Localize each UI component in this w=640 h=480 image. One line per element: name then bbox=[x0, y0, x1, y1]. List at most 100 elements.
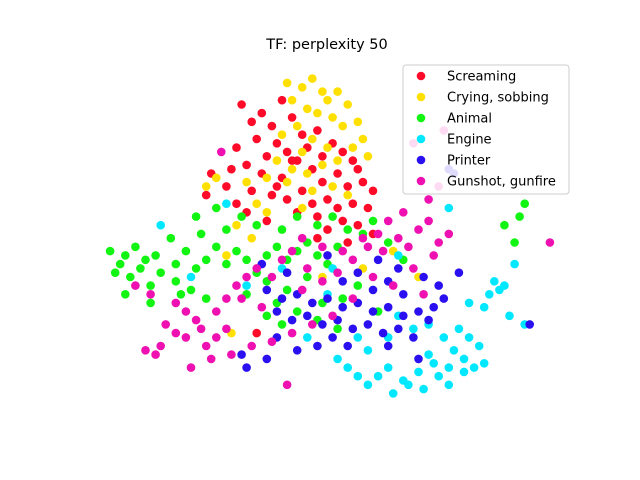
data-point bbox=[161, 320, 170, 329]
data-point bbox=[287, 113, 297, 122]
data-point bbox=[262, 208, 272, 217]
data-point bbox=[394, 324, 403, 334]
data-point bbox=[318, 320, 327, 329]
data-point bbox=[297, 130, 307, 139]
data-point bbox=[419, 384, 428, 394]
data-point bbox=[136, 264, 145, 273]
data-point bbox=[303, 311, 312, 321]
data-point bbox=[277, 95, 287, 105]
data-point bbox=[545, 238, 555, 247]
data-point bbox=[338, 294, 348, 303]
data-point bbox=[383, 238, 393, 247]
data-point bbox=[353, 268, 363, 278]
data-point bbox=[348, 324, 358, 334]
data-point bbox=[222, 182, 231, 191]
data-point bbox=[237, 212, 246, 221]
data-point bbox=[171, 259, 181, 269]
data-point bbox=[247, 186, 256, 196]
data-point bbox=[368, 285, 378, 295]
data-point bbox=[277, 294, 287, 303]
legend-marker bbox=[416, 92, 426, 102]
data-point bbox=[333, 203, 342, 213]
data-point bbox=[348, 255, 358, 265]
data-point bbox=[191, 212, 201, 221]
data-point bbox=[287, 164, 297, 174]
data-point bbox=[105, 246, 115, 256]
data-point bbox=[444, 203, 454, 213]
data-point bbox=[212, 333, 221, 342]
data-point bbox=[181, 246, 191, 256]
data-point bbox=[252, 134, 261, 144]
data-point bbox=[358, 177, 368, 187]
data-point bbox=[388, 389, 398, 398]
data-point bbox=[414, 367, 423, 377]
data-point bbox=[378, 246, 388, 256]
data-point bbox=[303, 104, 312, 114]
data-point bbox=[217, 147, 226, 157]
data-point bbox=[368, 186, 378, 196]
data-point bbox=[318, 160, 327, 170]
data-point bbox=[222, 251, 231, 260]
data-point bbox=[414, 225, 423, 234]
legend-label: Screaming bbox=[447, 70, 516, 85]
data-point bbox=[464, 333, 474, 342]
data-point bbox=[318, 242, 327, 252]
data-point bbox=[444, 363, 454, 372]
data-point bbox=[409, 264, 418, 273]
data-point bbox=[222, 259, 231, 269]
data-point bbox=[313, 212, 322, 221]
data-point bbox=[262, 251, 272, 260]
legend-marker bbox=[416, 155, 426, 165]
data-point bbox=[338, 147, 348, 157]
data-point bbox=[171, 328, 181, 338]
data-point bbox=[434, 371, 444, 381]
data-point bbox=[439, 294, 449, 303]
data-point bbox=[363, 380, 373, 390]
data-point bbox=[368, 307, 378, 316]
data-point bbox=[247, 233, 256, 243]
data-point bbox=[363, 242, 373, 252]
data-point bbox=[383, 302, 393, 312]
data-point bbox=[282, 285, 292, 295]
data-point bbox=[303, 169, 312, 178]
data-point bbox=[237, 100, 246, 109]
data-point bbox=[394, 264, 403, 273]
legend-label: Gunshot, gunfire bbox=[447, 175, 556, 190]
data-point bbox=[297, 83, 307, 92]
data-point bbox=[186, 285, 196, 295]
data-point bbox=[247, 117, 256, 127]
data-point bbox=[303, 333, 312, 342]
data-point bbox=[196, 229, 206, 239]
data-point bbox=[348, 143, 358, 152]
data-point bbox=[282, 380, 292, 390]
data-point bbox=[404, 242, 413, 252]
data-point bbox=[449, 346, 459, 355]
data-point bbox=[212, 203, 221, 213]
data-point bbox=[297, 285, 307, 295]
data-point bbox=[131, 242, 140, 252]
data-point bbox=[338, 121, 348, 131]
series-4 bbox=[237, 164, 534, 372]
legend-label: Engine bbox=[447, 133, 492, 148]
series-1 bbox=[201, 74, 423, 338]
data-point bbox=[338, 277, 348, 286]
data-point bbox=[282, 177, 292, 187]
data-point bbox=[262, 354, 272, 364]
data-point bbox=[510, 238, 519, 247]
data-point bbox=[232, 246, 241, 256]
data-point bbox=[500, 220, 509, 230]
data-point bbox=[444, 380, 454, 390]
data-point bbox=[500, 281, 509, 290]
series-0 bbox=[201, 95, 378, 338]
data-point bbox=[318, 87, 327, 96]
data-point bbox=[333, 324, 342, 334]
legend-marker bbox=[416, 71, 426, 81]
data-point bbox=[287, 156, 297, 165]
data-point bbox=[373, 371, 383, 381]
data-point bbox=[222, 324, 231, 334]
data-point bbox=[206, 354, 216, 364]
data-point bbox=[343, 225, 353, 234]
data-point bbox=[353, 164, 363, 174]
data-point bbox=[358, 134, 368, 144]
data-point bbox=[323, 251, 332, 260]
